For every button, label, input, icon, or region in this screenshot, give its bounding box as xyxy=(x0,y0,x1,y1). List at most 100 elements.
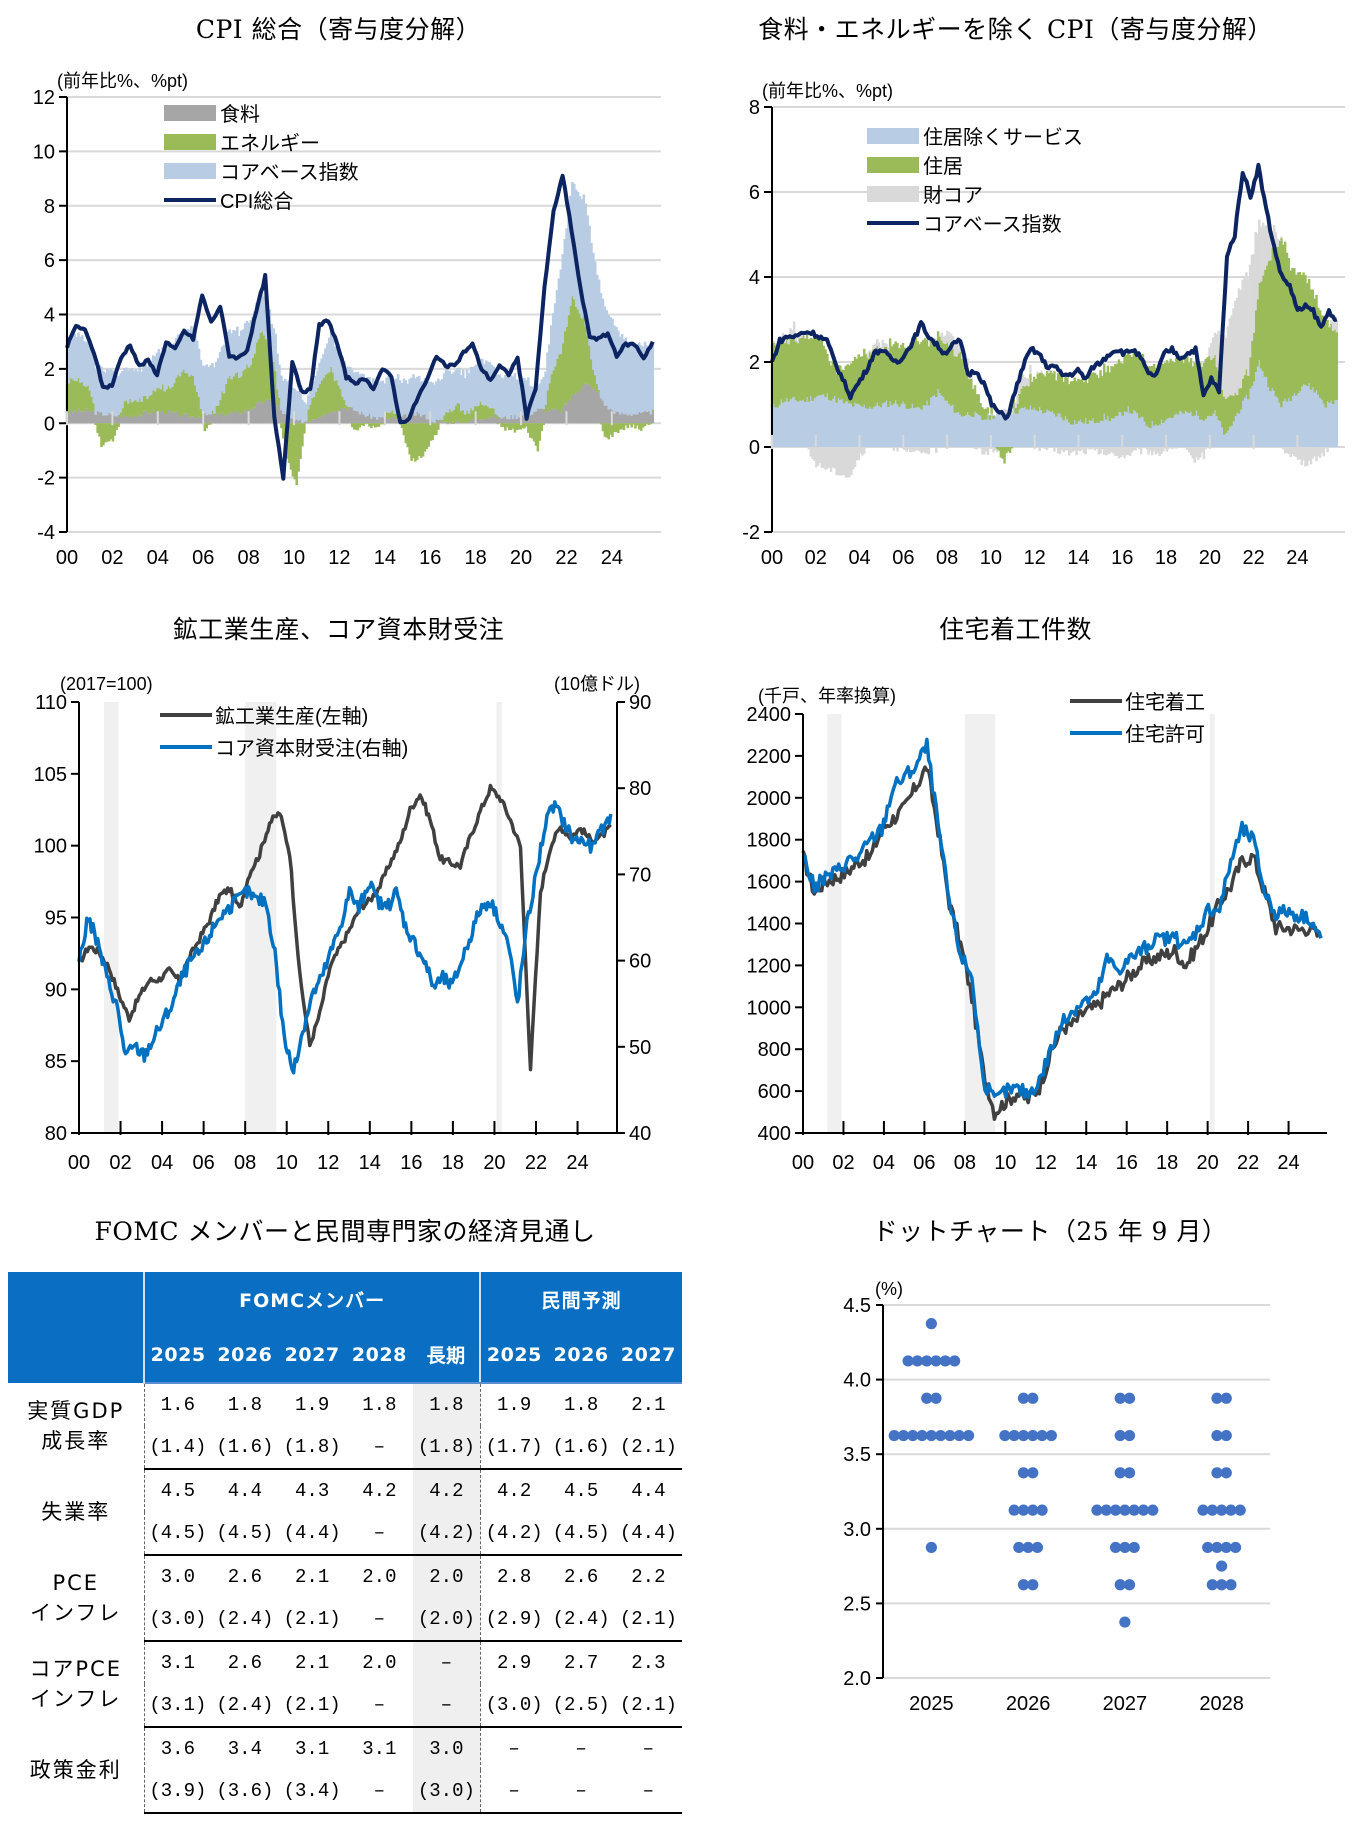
stack-bar xyxy=(603,423,607,437)
stack-bar xyxy=(959,414,962,447)
stack-bar xyxy=(1248,388,1252,447)
stack-bar xyxy=(121,408,124,416)
stack-bar xyxy=(1226,326,1230,398)
stack-bar xyxy=(1123,447,1126,459)
row-label-line: 実質GDP xyxy=(27,1399,125,1423)
stack-bar xyxy=(601,423,605,432)
stack-bar xyxy=(419,416,423,424)
series-line-コア資本財受注(右軸) xyxy=(77,800,613,1075)
stack-bar xyxy=(297,423,300,472)
stack-bar xyxy=(877,342,881,354)
stack-bar xyxy=(406,383,409,418)
stack-bar xyxy=(927,447,931,455)
row-label-line: インフレ xyxy=(30,1687,122,1711)
stack-bar xyxy=(1060,447,1064,451)
stack-bar xyxy=(232,412,235,424)
stack-bar xyxy=(488,408,492,419)
stack-bar xyxy=(986,413,990,447)
table-row: (3.1) (2.4) (2.1) – – (3.0) (2.5) (2.1) xyxy=(8,1684,682,1728)
stack-bar xyxy=(785,397,788,447)
stack-bar xyxy=(483,419,486,424)
cell-current: 2.6 xyxy=(227,1652,262,1674)
stack-bar xyxy=(105,423,109,442)
stack-bar xyxy=(999,411,1003,447)
stack-bar xyxy=(1171,447,1174,450)
stack-bar xyxy=(1147,366,1150,428)
stack-bar xyxy=(1079,447,1082,452)
dot xyxy=(930,1392,942,1404)
dot xyxy=(925,1318,937,1330)
stack-bar xyxy=(172,412,176,424)
stack-bar xyxy=(975,413,979,447)
stack-bar xyxy=(320,358,323,381)
stack-bar xyxy=(218,351,222,400)
stack-bar xyxy=(452,409,455,424)
x-tick-label: 20 xyxy=(483,1152,505,1174)
stack-bar xyxy=(607,315,610,410)
stack-bar xyxy=(1289,401,1292,447)
stack-bar xyxy=(232,330,235,377)
stack-bar xyxy=(490,416,494,424)
stack-bar xyxy=(448,409,452,422)
stack-bar xyxy=(805,397,809,447)
dot xyxy=(1022,1541,1034,1554)
stack-bar xyxy=(824,349,827,397)
stack-bar xyxy=(77,332,80,379)
stack-bar xyxy=(781,402,785,447)
dot xyxy=(1114,1467,1126,1479)
stack-bar xyxy=(546,408,549,424)
stack-bar xyxy=(875,402,879,447)
stack-bar xyxy=(326,413,329,424)
stack-bar xyxy=(75,337,78,382)
stack-bar xyxy=(251,357,254,409)
stack-bar xyxy=(354,410,358,424)
stack-bar xyxy=(899,344,903,346)
stack-bar xyxy=(802,335,805,400)
stack-bar xyxy=(211,363,214,411)
stack-bar xyxy=(329,366,333,411)
stack-bar xyxy=(1202,447,1206,460)
stack-bar xyxy=(92,357,96,404)
stack-bar xyxy=(955,340,958,357)
stack-bar xyxy=(542,423,545,426)
stack-bar xyxy=(527,377,530,413)
stack-bar xyxy=(1145,425,1148,447)
stack-bar xyxy=(1283,447,1287,454)
stack-bar xyxy=(429,381,432,418)
stack-bar xyxy=(883,402,886,447)
stack-bar xyxy=(826,393,829,447)
dot xyxy=(1225,1504,1237,1516)
stack-bar xyxy=(624,413,628,424)
stack-bar xyxy=(308,421,312,424)
stack-bar xyxy=(947,345,951,404)
stack-bar xyxy=(148,413,151,424)
stack-bar xyxy=(1097,377,1100,423)
stack-bar xyxy=(1294,395,1298,447)
stack-bar xyxy=(1023,377,1027,387)
stack-bar xyxy=(412,423,415,459)
stack-bar xyxy=(280,423,283,429)
stack-bar xyxy=(140,415,143,424)
stack-bar xyxy=(1296,447,1300,460)
stack-bar xyxy=(796,401,800,447)
stack-bar xyxy=(1302,384,1305,447)
dot xyxy=(902,1355,914,1367)
stack-bar xyxy=(1245,272,1248,370)
y-tick-label: 6 xyxy=(749,182,760,204)
cell-current: 3.0 xyxy=(160,1566,195,1588)
stack-bar xyxy=(456,421,459,424)
table-row: 政策金利 3.6 3.4 3.1 3.1 3.0– – – xyxy=(8,1727,682,1813)
stack-bar xyxy=(314,418,318,424)
stack-bar xyxy=(905,447,908,452)
stack-bar xyxy=(576,309,580,392)
stack-bar xyxy=(931,396,934,447)
stack-bar xyxy=(605,423,609,438)
stack-bar xyxy=(557,354,561,410)
stack-bar xyxy=(1132,409,1135,447)
stack-bar xyxy=(461,420,465,424)
stack-bar xyxy=(1296,272,1300,394)
stack-bar xyxy=(276,353,279,390)
stack-bar xyxy=(1031,380,1034,382)
stack-bar xyxy=(236,326,239,372)
stack-bar xyxy=(641,346,645,412)
